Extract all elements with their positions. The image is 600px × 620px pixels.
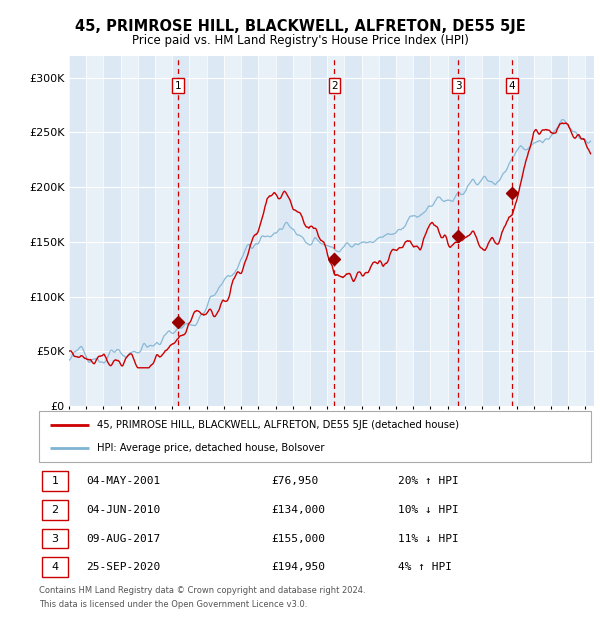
Bar xyxy=(517,56,534,406)
Text: £155,000: £155,000 xyxy=(271,534,325,544)
Text: 45, PRIMROSE HILL, BLACKWELL, ALFRETON, DE55 5JE (detached house): 45, PRIMROSE HILL, BLACKWELL, ALFRETON, … xyxy=(97,420,459,430)
Text: 1: 1 xyxy=(52,476,59,486)
Text: £194,950: £194,950 xyxy=(271,562,325,572)
Text: 3: 3 xyxy=(52,534,59,544)
Text: £134,000: £134,000 xyxy=(271,505,325,515)
Bar xyxy=(551,56,568,406)
Text: 3: 3 xyxy=(455,81,461,91)
Text: £76,950: £76,950 xyxy=(271,476,318,486)
Text: Contains HM Land Registry data © Crown copyright and database right 2024.: Contains HM Land Registry data © Crown c… xyxy=(39,586,365,595)
Text: 45, PRIMROSE HILL, BLACKWELL, ALFRETON, DE55 5JE: 45, PRIMROSE HILL, BLACKWELL, ALFRETON, … xyxy=(74,19,526,33)
Bar xyxy=(482,56,499,406)
Text: 09-AUG-2017: 09-AUG-2017 xyxy=(86,534,160,544)
Text: 4% ↑ HPI: 4% ↑ HPI xyxy=(398,562,452,572)
Bar xyxy=(586,56,600,406)
Bar xyxy=(275,56,293,406)
Text: Price paid vs. HM Land Registry's House Price Index (HPI): Price paid vs. HM Land Registry's House … xyxy=(131,34,469,47)
Bar xyxy=(207,56,224,406)
FancyBboxPatch shape xyxy=(42,471,68,491)
FancyBboxPatch shape xyxy=(42,529,68,548)
FancyBboxPatch shape xyxy=(42,500,68,520)
Text: 11% ↓ HPI: 11% ↓ HPI xyxy=(398,534,458,544)
FancyBboxPatch shape xyxy=(42,557,68,577)
Text: 2: 2 xyxy=(331,81,338,91)
Text: 1: 1 xyxy=(175,81,182,91)
Bar xyxy=(310,56,327,406)
Text: HPI: Average price, detached house, Bolsover: HPI: Average price, detached house, Bols… xyxy=(97,443,325,453)
Bar xyxy=(241,56,259,406)
Bar xyxy=(448,56,465,406)
Bar xyxy=(138,56,155,406)
Text: 20% ↑ HPI: 20% ↑ HPI xyxy=(398,476,458,486)
Text: 4: 4 xyxy=(509,81,515,91)
Bar xyxy=(172,56,190,406)
Bar xyxy=(379,56,396,406)
Bar xyxy=(413,56,430,406)
FancyBboxPatch shape xyxy=(39,411,591,462)
Text: 04-JUN-2010: 04-JUN-2010 xyxy=(86,505,160,515)
Text: 10% ↓ HPI: 10% ↓ HPI xyxy=(398,505,458,515)
Bar xyxy=(103,56,121,406)
Text: 2: 2 xyxy=(52,505,59,515)
Text: 04-MAY-2001: 04-MAY-2001 xyxy=(86,476,160,486)
Bar xyxy=(344,56,362,406)
Text: This data is licensed under the Open Government Licence v3.0.: This data is licensed under the Open Gov… xyxy=(39,600,307,609)
Text: 25-SEP-2020: 25-SEP-2020 xyxy=(86,562,160,572)
Text: 4: 4 xyxy=(52,562,59,572)
Bar xyxy=(69,56,86,406)
